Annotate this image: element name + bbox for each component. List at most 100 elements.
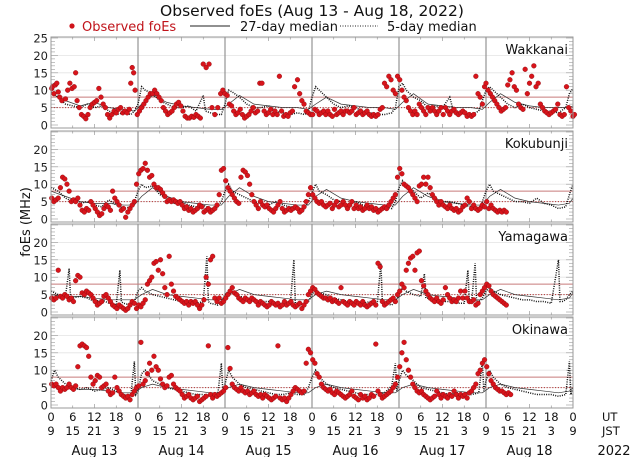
- observed-point: [399, 87, 405, 93]
- legend-27day-label: 27-day median: [240, 20, 338, 35]
- x-tick-label-ut: 0: [47, 410, 54, 424]
- x-tick-label-ut: 6: [504, 410, 511, 424]
- y-tick-label: 10: [33, 84, 48, 98]
- observed-point: [442, 285, 449, 291]
- x-tick-label-jst: 21: [261, 424, 276, 438]
- observed-point: [205, 343, 211, 349]
- y-tick-label: 0: [41, 399, 48, 413]
- observed-point: [294, 77, 301, 83]
- x-tick-label-ut: 18: [109, 410, 124, 424]
- observed-point: [206, 61, 212, 67]
- day-label: Aug 15: [245, 444, 291, 457]
- observed-point: [116, 202, 122, 208]
- observed-point: [312, 360, 318, 366]
- observed-point: [66, 188, 72, 194]
- observed-point: [336, 300, 342, 306]
- observed-point: [86, 207, 92, 213]
- observed-point: [203, 393, 209, 399]
- x-tick-label-ut: 6: [69, 410, 76, 424]
- observed-point: [247, 181, 253, 187]
- observed-point: [397, 165, 403, 172]
- station-label: Yamagawa: [497, 230, 568, 245]
- y-tick-label: 0: [41, 213, 48, 227]
- observed-point: [229, 285, 235, 291]
- observed-point: [223, 385, 229, 391]
- observed-point: [132, 87, 138, 93]
- y-tick-label: 5: [41, 101, 48, 115]
- observed-point: [507, 77, 513, 83]
- legend-observed-marker: [69, 23, 75, 29]
- x-tick-label-jst: 3: [113, 424, 120, 438]
- x-tick-label-jst: 21: [87, 424, 102, 438]
- observed-point: [405, 367, 412, 373]
- x-tick-label-jst: 9: [308, 424, 315, 438]
- observed-point: [259, 80, 265, 86]
- x-tick-label-jst: 3: [548, 424, 555, 438]
- x-tick-label-ut: 0: [569, 410, 576, 424]
- observed-point: [215, 104, 221, 111]
- observed-point: [351, 104, 357, 111]
- panel-wakkanai: 0 5 10 15 20 25 Wakkanai: [33, 32, 578, 133]
- observed-point: [54, 80, 60, 86]
- observed-point: [225, 344, 231, 351]
- observed-point: [403, 267, 409, 273]
- observed-point: [535, 80, 541, 86]
- observed-point: [102, 104, 108, 111]
- legend-observed-label: Observed foEs: [82, 20, 176, 35]
- observed-point: [307, 185, 314, 191]
- x-tick-label-ut: 0: [134, 410, 141, 424]
- x-tick-label-jst: 15: [152, 424, 167, 438]
- observed-point: [142, 378, 148, 384]
- observed-point: [180, 108, 186, 114]
- x-tick-label-ut: 12: [435, 410, 450, 424]
- observed-point: [513, 87, 520, 93]
- observed-point: [423, 111, 429, 118]
- observed-point: [107, 207, 114, 213]
- x-tick-label-ut: 18: [370, 410, 385, 424]
- observed-point: [529, 73, 535, 79]
- observed-point: [62, 176, 68, 182]
- observed-point: [57, 185, 64, 191]
- observed-point: [73, 383, 79, 389]
- x-tick-label-jst: 21: [174, 424, 189, 438]
- observed-point: [200, 61, 206, 67]
- y-axis-label: foEs (MHz): [19, 187, 34, 257]
- observed-point: [131, 300, 137, 306]
- observed-point: [394, 174, 401, 180]
- panels: 0 5 10 15 20 25 Wakkanai 0 5 10 15 20 Kokubunji 0 5 10 1…: [33, 32, 578, 413]
- observed-point: [458, 288, 464, 294]
- observed-point: [418, 181, 425, 187]
- observed-point: [483, 80, 489, 86]
- observed-point: [275, 343, 281, 349]
- observed-point: [76, 104, 82, 111]
- observed-point: [223, 178, 229, 184]
- observed-point: [412, 267, 418, 273]
- y-tick-label: 15: [33, 346, 48, 360]
- observed-point: [238, 174, 244, 180]
- y-tick-label: 5: [41, 381, 48, 395]
- observed-point: [394, 374, 401, 380]
- chart-title: Observed foEs (Aug 13 - Aug 18, 2022): [160, 2, 464, 20]
- observed-point: [392, 381, 398, 387]
- x-tick-label-jst: 21: [435, 424, 450, 438]
- observed-point: [503, 302, 509, 308]
- panel-frame: [50, 130, 574, 223]
- observed-point: [471, 111, 477, 118]
- x-tick-label-ut: 12: [261, 410, 276, 424]
- observed-point: [96, 85, 102, 92]
- observed-point: [178, 103, 184, 109]
- observed-point: [481, 204, 488, 210]
- observed-point: [55, 195, 61, 201]
- observed-point: [157, 376, 164, 382]
- observed-point: [301, 388, 307, 394]
- observed-point: [110, 390, 116, 396]
- observed-point: [414, 111, 420, 118]
- observed-point: [397, 364, 403, 370]
- x-tick-label-ut: 18: [283, 410, 298, 424]
- x-tick-label-jst: 3: [200, 424, 207, 438]
- observed-point: [153, 258, 159, 265]
- observed-point: [112, 374, 118, 380]
- observed-point: [164, 292, 170, 298]
- observed-point: [416, 248, 422, 254]
